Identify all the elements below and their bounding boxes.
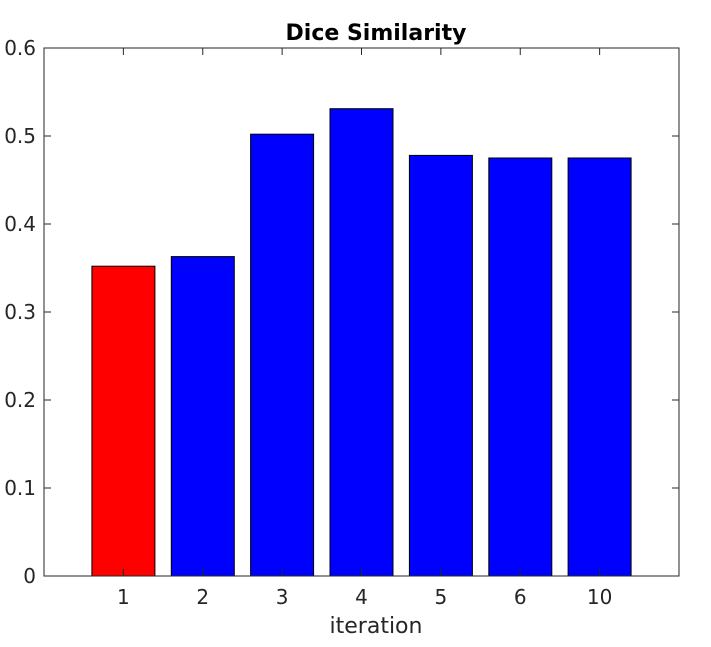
y-tick-label: 0.2 (4, 388, 36, 412)
x-tick-label: 3 (276, 585, 289, 609)
x-tick-label: 1 (117, 585, 130, 609)
x-tick-label: 6 (514, 585, 527, 609)
y-tick-label: 0.1 (4, 476, 36, 500)
y-tick-label: 0.5 (4, 124, 36, 148)
x-tick-label: 4 (355, 585, 368, 609)
bar-6 (488, 157, 553, 577)
y-tick-label: 0 (23, 564, 36, 588)
y-tick-label: 0.3 (4, 300, 36, 324)
x-axis-label: iteration (330, 614, 423, 639)
x-tick-label: 10 (587, 585, 612, 609)
x-axis: 1 2 3 4 5 6 10 (117, 48, 612, 609)
x-tick-label: 2 (196, 585, 209, 609)
y-axis: 0 0.1 0.2 0.3 0.4 0.5 0.6 (4, 36, 679, 588)
chart-title: Dice Similarity (286, 21, 467, 46)
bar-4 (329, 108, 394, 577)
x-tick-label: 5 (435, 585, 448, 609)
bar-2 (170, 256, 235, 577)
bars-group (91, 108, 632, 577)
bar-5 (408, 154, 473, 577)
y-tick-label: 0.6 (4, 36, 36, 60)
bar-1 (91, 265, 156, 577)
bar-3 (250, 133, 315, 577)
bar-10 (567, 157, 632, 577)
y-tick-label: 0.4 (4, 212, 36, 236)
